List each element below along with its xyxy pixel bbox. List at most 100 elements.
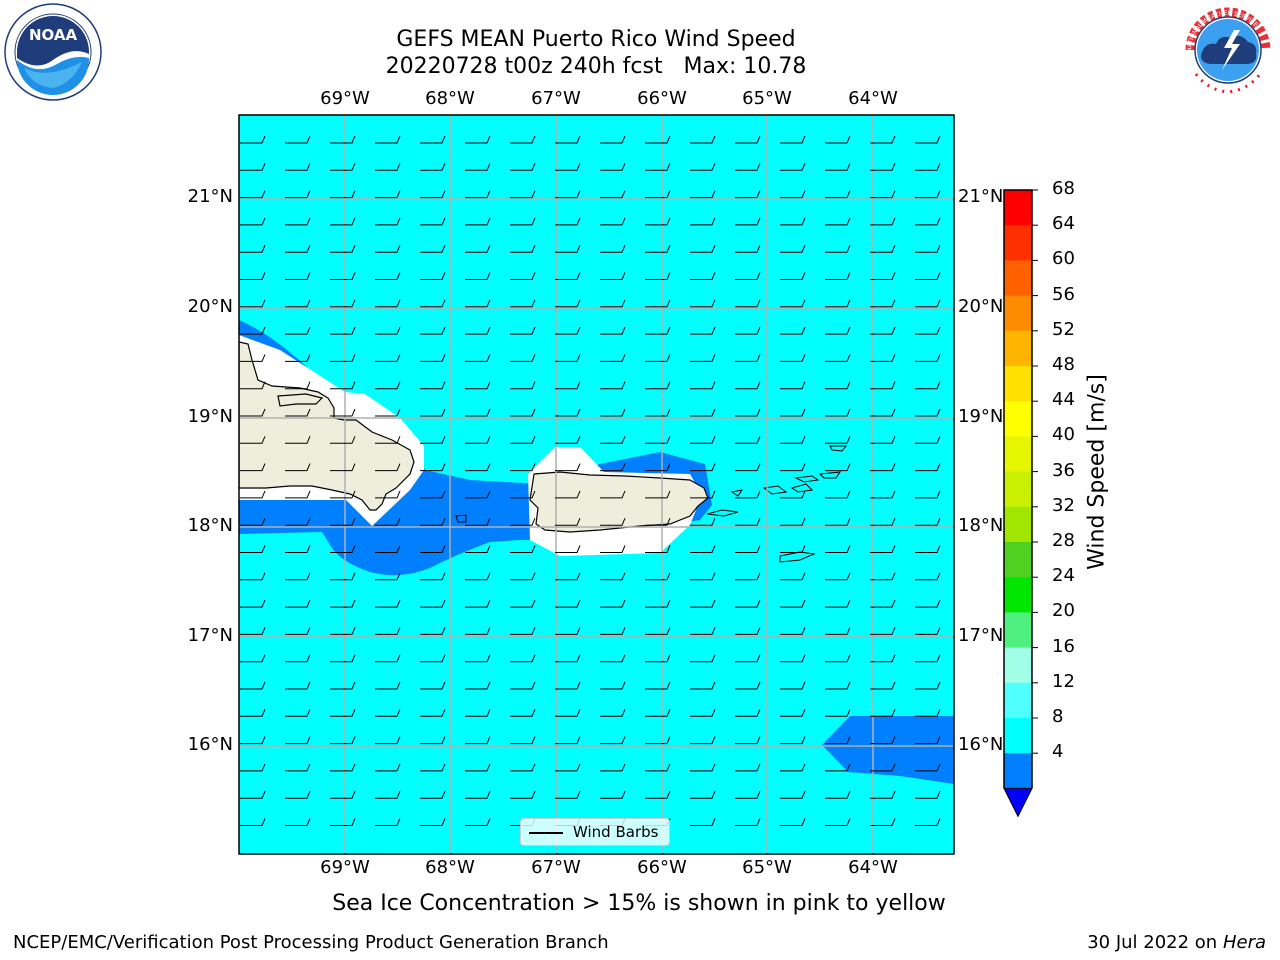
- wind-barb: [555, 299, 581, 308]
- lon-label-top: 64°W: [848, 88, 898, 109]
- wind-barb: [555, 245, 581, 253]
- wind-barb: [330, 545, 356, 553]
- wind-barb: [870, 299, 896, 308]
- wind-barb: [645, 135, 671, 144]
- wind-barb: [375, 599, 401, 608]
- wind-barb: [825, 490, 851, 499]
- wind-barb: [285, 190, 311, 199]
- wind-barb: [780, 736, 806, 745]
- wind-barb: [240, 654, 266, 663]
- wind-barb: [735, 272, 761, 280]
- wind-barb: [330, 354, 356, 362]
- wind-barb: [240, 299, 266, 308]
- wind-barb: [690, 436, 716, 444]
- wind-barb: [420, 736, 446, 745]
- wind-barb: [735, 518, 761, 526]
- wind-barb: [825, 681, 851, 690]
- colorbar-segment: [1004, 718, 1032, 754]
- lon-label-top: 65°W: [742, 88, 792, 109]
- map-legend: Wind Barbs: [520, 818, 670, 846]
- wind-barb: [330, 135, 356, 144]
- wind-barb: [915, 545, 941, 553]
- wind-barb: [780, 190, 806, 199]
- wind-barb: [555, 709, 581, 717]
- wind-barb: [735, 709, 761, 717]
- wind-barb: [600, 763, 626, 772]
- wind-barb: [240, 354, 266, 362]
- wind-barb: [465, 736, 491, 745]
- colorbar-segment: [1004, 682, 1032, 719]
- wind-barb: [465, 190, 491, 199]
- wind-barb: [330, 326, 356, 335]
- wind-barb: [915, 190, 941, 199]
- wind-barb: [555, 272, 581, 280]
- noaa-logo-text: NOAA: [29, 26, 78, 44]
- wind-barb: [645, 190, 671, 199]
- wind-barb: [690, 245, 716, 253]
- lon-label-bottom: 69°W: [320, 857, 370, 878]
- wind-barb: [375, 518, 401, 526]
- wind-barb: [330, 599, 356, 608]
- wind-barb: [510, 217, 536, 226]
- wind-barb: [510, 763, 536, 772]
- land-tortuga: [277, 393, 324, 407]
- wind-barb: [375, 627, 401, 635]
- wind-barb: [375, 272, 401, 280]
- wind-barb: [285, 599, 311, 608]
- wind-barb: [870, 463, 896, 472]
- wind-barb: [465, 818, 491, 826]
- wind-barb: [510, 627, 536, 635]
- wind-barb: [870, 381, 896, 390]
- wind-barb: [645, 490, 671, 499]
- wind-barb: [420, 135, 446, 144]
- wind-barb: [420, 326, 446, 335]
- colorbar-segment: [1004, 612, 1032, 649]
- wind-barb: [690, 408, 716, 417]
- wind-barb: [420, 572, 446, 581]
- colorbar-segment: [1004, 647, 1032, 684]
- wind-barb: [645, 654, 671, 663]
- wind-barb: [285, 818, 311, 826]
- wind-barb: [825, 627, 851, 635]
- wind-barb: [780, 627, 806, 635]
- wind-barb: [465, 463, 491, 472]
- wind-barb: [780, 354, 806, 362]
- footer-branch: NCEP/EMC/Verification Post Processing Pr…: [13, 932, 609, 953]
- wind-barb: [870, 217, 896, 226]
- wind-barb: [915, 408, 941, 417]
- island-culebra: [730, 489, 744, 497]
- wind-barb: [465, 681, 491, 690]
- island-st-john: [790, 483, 814, 493]
- wind-barb: [645, 518, 671, 526]
- wind-barb: [915, 572, 941, 581]
- wind-barb: [780, 599, 806, 608]
- wind-barb: [870, 190, 896, 199]
- wind-barb: [375, 572, 401, 581]
- wind-barb: [825, 599, 851, 608]
- wind-barb: [420, 463, 446, 472]
- colorbar-label: Wind Speed [m/s]: [1084, 374, 1110, 570]
- wind-barb: [915, 791, 941, 799]
- lat-label-right: 16°N: [958, 734, 1004, 755]
- wind-barb: [870, 763, 896, 772]
- wind-barb: [870, 436, 896, 444]
- wind-barb: [870, 408, 896, 417]
- wind-barb: [690, 135, 716, 144]
- wind-barb: [780, 518, 806, 526]
- colorbar-tick-label: 36: [1052, 459, 1075, 481]
- wind-barb: [645, 545, 671, 553]
- colorbar-segment: [1004, 401, 1032, 437]
- colorbar-tick-label: 4: [1052, 741, 1064, 763]
- wind-barb: [285, 463, 311, 472]
- wind-barb: [555, 408, 581, 417]
- wind-barb: [870, 818, 896, 826]
- wind-barb: [285, 681, 311, 690]
- colorbar: [1003, 189, 1038, 818]
- wind-barb: [600, 736, 626, 745]
- legend-line-swatch: [529, 832, 563, 834]
- wind-barb: [240, 791, 266, 799]
- wind-barb: [600, 791, 626, 799]
- wind-barb: [285, 736, 311, 745]
- wind-barb: [645, 272, 671, 280]
